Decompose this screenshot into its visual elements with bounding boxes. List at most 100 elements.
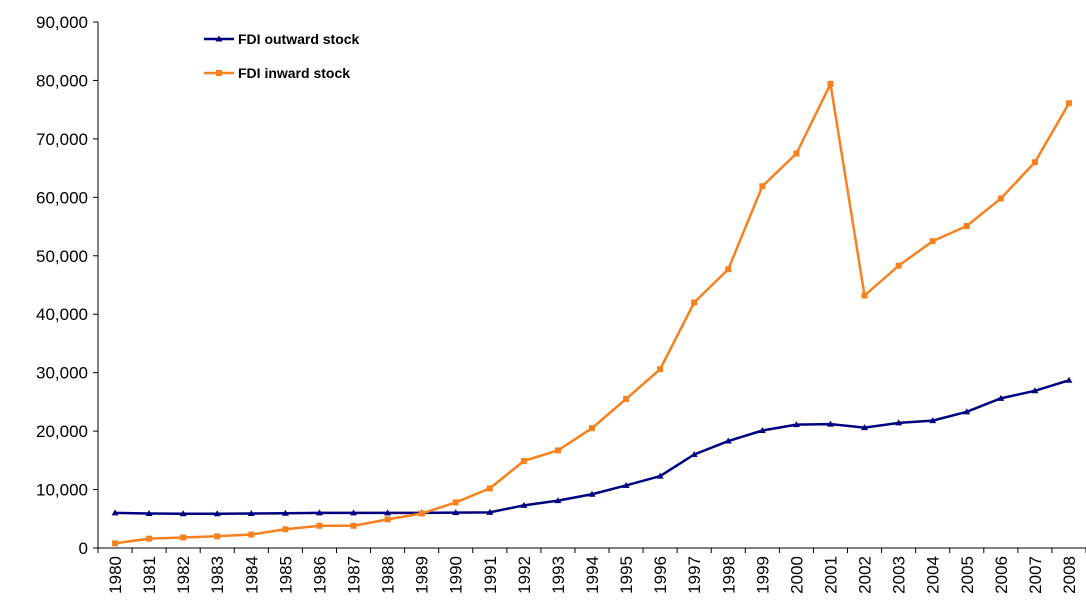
x-tick-label: 1981 <box>140 556 159 594</box>
marker <box>180 534 187 541</box>
x-tick-label: 1983 <box>208 556 227 594</box>
x-tick-label: 1985 <box>276 556 295 594</box>
y-tick-label: 40,000 <box>36 305 88 324</box>
marker <box>895 419 903 426</box>
marker <box>282 526 289 533</box>
y-tick-label: 50,000 <box>36 247 88 266</box>
marker <box>861 424 869 431</box>
marker <box>316 522 323 529</box>
x-tick-label: 2005 <box>958 556 977 594</box>
marker <box>895 262 902 269</box>
x-tick-label: 1980 <box>106 556 125 594</box>
x-tick-label: 1989 <box>413 556 432 594</box>
marker <box>929 238 936 245</box>
marker <box>963 222 970 229</box>
marker <box>656 472 664 479</box>
x-tick-label: 1999 <box>753 556 772 594</box>
marker <box>213 510 221 517</box>
y-tick-label: 70,000 <box>36 130 88 149</box>
line <box>114 79 1071 545</box>
marker <box>216 70 222 76</box>
marker <box>827 80 834 87</box>
marker <box>758 427 766 434</box>
marker <box>520 501 528 508</box>
marker <box>179 510 187 517</box>
x-tick-label: 2004 <box>924 556 943 594</box>
x-tick-label: 1986 <box>310 556 329 594</box>
marker <box>588 490 596 497</box>
marker <box>112 540 119 547</box>
y-tick-label: 90,000 <box>36 13 88 32</box>
x-tick-label: 2001 <box>821 556 840 594</box>
marker <box>452 509 460 516</box>
marker <box>691 299 698 306</box>
y-tick-label: 80,000 <box>36 71 88 90</box>
series <box>112 79 1072 547</box>
marker <box>759 183 766 190</box>
x-tick-label: 1984 <box>242 556 261 594</box>
marker <box>350 509 358 516</box>
marker <box>589 425 595 432</box>
marker <box>793 150 800 157</box>
x-tick-label: 2003 <box>890 556 909 594</box>
marker <box>622 481 630 488</box>
marker <box>350 522 357 529</box>
marker <box>146 535 153 542</box>
marker <box>861 292 868 299</box>
marker <box>452 499 459 506</box>
x-tick-label: 2007 <box>1026 556 1045 594</box>
y-tick-label: 20,000 <box>36 422 88 441</box>
marker <box>215 35 223 42</box>
y-tick-label: 0 <box>79 539 88 558</box>
legend-label: FDI outward stock <box>238 31 360 47</box>
x-tick-label: 1998 <box>719 556 738 594</box>
y-tick-label: 30,000 <box>36 364 88 383</box>
x-tick-label: 2006 <box>992 556 1011 594</box>
x-tick-label: 2000 <box>787 556 806 594</box>
marker <box>657 366 664 373</box>
marker <box>792 421 800 428</box>
x-tick-label: 1990 <box>447 556 466 594</box>
marker <box>1031 387 1039 394</box>
y-tick-label: 60,000 <box>36 188 88 207</box>
marker <box>963 408 971 415</box>
x-tick-label: 1997 <box>685 556 704 594</box>
x-tick-label: 1987 <box>345 556 364 594</box>
x-tick-label: 1991 <box>481 556 500 594</box>
marker <box>281 509 289 516</box>
marker <box>384 516 391 523</box>
marker <box>384 509 392 516</box>
x-tick-label: 1993 <box>549 556 568 594</box>
marker <box>247 510 255 517</box>
marker <box>315 509 323 516</box>
legend-label: FDI inward stock <box>238 65 350 81</box>
marker <box>111 509 119 516</box>
marker <box>1031 159 1038 166</box>
marker <box>520 457 527 464</box>
marker <box>997 394 1005 401</box>
marker <box>486 508 494 515</box>
y-tick-label: 10,000 <box>36 481 88 500</box>
marker <box>418 510 425 517</box>
marker <box>486 485 493 492</box>
x-tick-label: 1994 <box>583 556 602 594</box>
x-tick-label: 1996 <box>651 556 670 594</box>
marker <box>724 437 732 444</box>
marker <box>145 510 153 517</box>
marker <box>554 497 562 504</box>
series <box>111 376 1073 517</box>
x-tick-label: 1988 <box>379 556 398 594</box>
marker <box>929 417 937 424</box>
x-tick-label: 1992 <box>515 556 534 594</box>
x-tick-label: 1995 <box>617 556 636 594</box>
marker <box>554 447 561 454</box>
marker <box>623 395 630 402</box>
x-tick-label: 2002 <box>856 556 875 594</box>
x-tick-label: 2008 <box>1060 556 1079 594</box>
marker <box>248 531 255 538</box>
marker <box>725 266 732 273</box>
marker <box>997 195 1004 202</box>
marker <box>1065 100 1072 107</box>
x-tick-label: 1982 <box>174 556 193 594</box>
